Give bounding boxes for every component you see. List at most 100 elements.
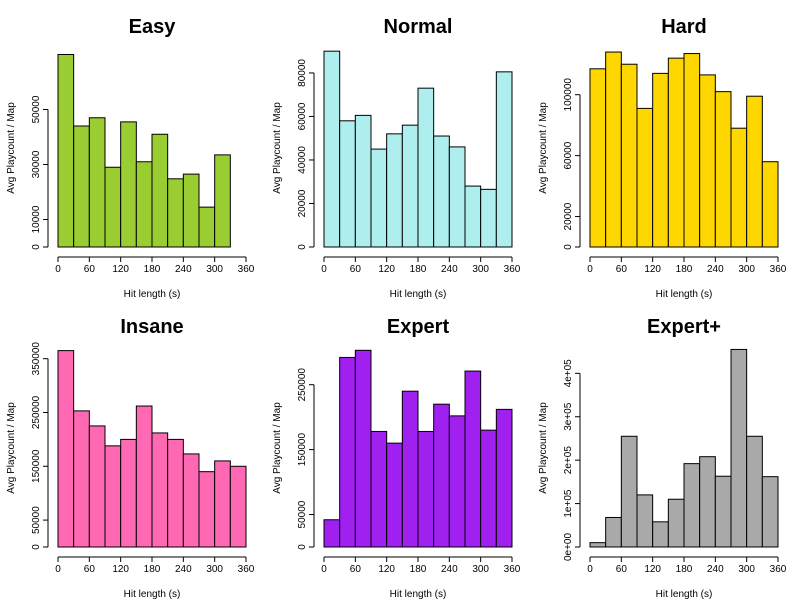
x-tick-label: 180 (676, 264, 693, 275)
x-tick-label: 180 (144, 264, 161, 275)
x-tick-label: 300 (472, 264, 489, 275)
x-tick-label: 120 (378, 264, 395, 275)
panel-easy: Easy 0 60 120 180 240 300 360 Hit length (s) 0 100… (6, 16, 255, 300)
histogram-bar (354, 349, 372, 548)
x-tick-label: 240 (441, 564, 458, 575)
x-tick-label: 180 (144, 564, 161, 575)
y-axis-label: Avg Playcount / Map (538, 402, 549, 494)
histogram-bar (761, 476, 779, 548)
histogram-bar (198, 206, 216, 248)
histogram-bar (746, 95, 763, 248)
y-tick-label: 40000 (297, 146, 308, 174)
y-tick-label: 60000 (297, 102, 308, 130)
histogram-bar (746, 435, 763, 548)
y-tick-label: 4e+05 (563, 359, 574, 388)
x-tick-label: 0 (587, 264, 593, 275)
x-axis-label: Hit length (s) (124, 289, 181, 300)
x-axis-label: Hit length (s) (656, 589, 713, 600)
histogram-bar (417, 430, 435, 548)
chart-title: Expert+ (647, 316, 721, 338)
histogram-bar (714, 475, 732, 548)
y-tick-label: 150000 (297, 433, 308, 467)
x-tick-label: 120 (112, 564, 129, 575)
histogram-bar (57, 54, 75, 248)
x-tick-label: 240 (707, 264, 724, 275)
x-tick-label: 360 (238, 264, 255, 275)
x-tick-label: 360 (238, 564, 255, 575)
y-tick-label: 80000 (297, 59, 308, 87)
y-axis-label: Avg Playcount / Map (6, 102, 17, 194)
x-tick-label: 300 (738, 564, 755, 575)
histogram-bar (495, 71, 513, 248)
histogram-bar (620, 435, 638, 548)
histogram-bar (182, 173, 200, 248)
y-axis-label: Avg Playcount / Map (538, 102, 549, 194)
y-tick-label: 50000 (297, 500, 308, 528)
x-tick-label: 0 (587, 564, 593, 575)
x-tick-label: 120 (112, 264, 129, 275)
x-tick-label: 120 (378, 564, 395, 575)
y-tick-label: 0 (297, 544, 308, 550)
y-tick-label: 0 (297, 244, 308, 250)
histogram-bar (370, 430, 388, 548)
histogram-bar (151, 432, 169, 548)
histogram-bar (605, 51, 622, 248)
histogram-bar (667, 57, 685, 248)
histogram-bar (386, 442, 403, 548)
histogram-bar (214, 460, 231, 548)
histogram-bar (135, 405, 153, 548)
histogram-bar (730, 127, 748, 248)
histogram-bar (151, 133, 169, 248)
y-tick-label: 60000 (563, 141, 574, 169)
y-tick-label: 1e+05 (563, 489, 574, 518)
histogram-bar (433, 135, 450, 248)
x-tick-label: 240 (441, 264, 458, 275)
x-tick-label: 0 (321, 564, 327, 575)
x-tick-label: 180 (676, 564, 693, 575)
histogram-bar (667, 498, 685, 548)
y-tick-label: 0 (563, 244, 574, 250)
histogram-bar (417, 87, 435, 248)
histogram-bar (464, 185, 482, 248)
y-tick-label: 10000 (31, 205, 42, 233)
histogram-bar (589, 68, 607, 248)
histogram-bar (652, 521, 669, 548)
y-tick-label: 0e+00 (563, 533, 574, 562)
x-tick-label: 240 (707, 564, 724, 575)
panel-expert-plus: Expert+ 0 60 120 180 240 300 360 Hit length (s) 0… (538, 316, 787, 600)
x-tick-label: 180 (410, 264, 427, 275)
histogram-bar (699, 456, 716, 548)
x-tick-label: 360 (770, 564, 787, 575)
chart-title: Normal (384, 16, 453, 38)
y-tick-label: 150000 (31, 449, 42, 483)
panel-normal: Normal 0 60 120 180 240 300 360 Hit length (s) 0 2… (272, 16, 521, 300)
y-axis-label: Avg Playcount / Map (272, 402, 283, 494)
x-tick-label: 360 (504, 264, 521, 275)
histogram-bar (480, 429, 497, 548)
histogram-bar (229, 465, 247, 548)
x-tick-label: 120 (644, 564, 661, 575)
histogram-bar (198, 471, 216, 548)
x-tick-label: 300 (472, 564, 489, 575)
histogram-bar (73, 125, 90, 248)
x-tick-label: 300 (206, 564, 223, 575)
x-tick-label: 0 (321, 264, 327, 275)
x-tick-label: 360 (504, 564, 521, 575)
histogram-bar (605, 516, 622, 548)
y-tick-label: 2e+05 (563, 446, 574, 475)
histogram-bar (636, 494, 654, 548)
histogram-bar (104, 445, 122, 548)
x-axis-label: Hit length (s) (656, 289, 713, 300)
histogram-bar (730, 348, 748, 548)
x-tick-label: 0 (55, 564, 61, 575)
y-tick-label: 100000 (563, 78, 574, 112)
y-tick-label: 0 (31, 544, 42, 550)
histogram-bar (699, 74, 716, 248)
x-tick-label: 60 (350, 564, 362, 575)
histogram-bar (339, 356, 356, 548)
histogram-bar (167, 178, 184, 248)
histogram-bar (182, 453, 200, 548)
x-tick-label: 180 (410, 564, 427, 575)
histogram-bar (401, 390, 419, 548)
